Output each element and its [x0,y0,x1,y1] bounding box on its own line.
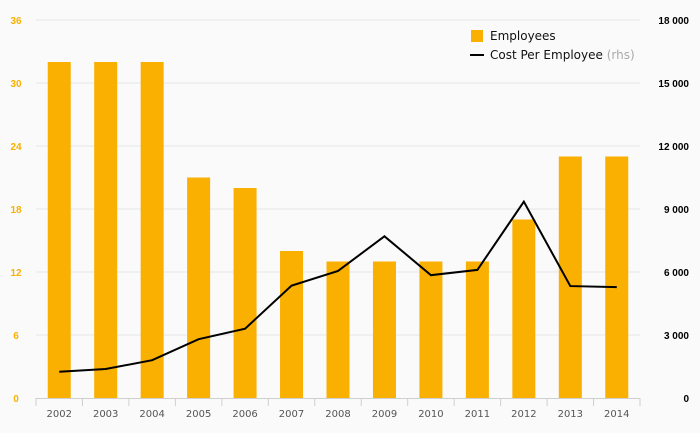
x-tick-label-2014: 2014 [604,409,629,420]
y-right-tick-label: 15 000 [658,79,689,90]
x-tick-label-2002: 2002 [47,409,72,420]
legend: Employees Cost Per Employee (rhs) [470,29,635,62]
y-right-tick-label: 3 000 [664,331,689,342]
y-left-tick-label: 12 [10,268,22,279]
line-series-cost-per-employee [59,199,617,373]
bar-2003 [94,62,118,398]
left-axis: 0 6 12 18 24 30 36 [10,16,22,405]
x-tick-label-2003: 2003 [93,409,118,420]
y-left-tick-label: 6 [13,331,19,342]
y-right-tick-label: 18 000 [658,16,689,27]
y-left-tick-label: 36 [10,16,22,27]
legend-label-cost-per-employee: Cost Per Employee (rhs) [490,48,635,62]
bar-2002 [47,62,71,398]
bar-series-employees [47,62,629,398]
x-tick-label-2009: 2009 [372,409,397,420]
y-left-tick-label: 18 [10,205,22,216]
y-right-tick-label: 12 000 [658,142,689,153]
bar-2010 [419,261,443,398]
x-tick-label-2004: 2004 [139,409,164,420]
x-tick-label-2005: 2005 [186,409,211,420]
bar-2005 [187,177,211,398]
x-tick-label-2008: 2008 [325,409,350,420]
bar-2011 [465,261,489,398]
right-axis: 0 3 000 6 000 9 000 12 000 15 000 18 000 [658,16,689,405]
x-axis: 2002 2003 2004 2005 2006 2007 2008 2009 2010 2011… [35,398,641,420]
legend-swatch-employees [471,30,483,42]
line-cost-per-employee [59,199,617,373]
legend-label-employees: Employees [490,29,556,43]
x-tick-label-2007: 2007 [279,409,304,420]
y-right-tick-label: 9 000 [664,205,689,216]
bar-2008 [326,261,350,398]
legend-label-cost-per-employee-name: Cost Per Employee [490,48,603,62]
bar-2007 [280,251,304,398]
bar-2013 [558,156,582,398]
legend-label-rhs-suffix: (rhs) [607,48,635,62]
x-tick-label-2011: 2011 [465,409,490,420]
bar-2006 [233,188,257,398]
bar-2014 [605,156,629,398]
x-tick-label-2013: 2013 [558,409,583,420]
y-right-tick-label: 6 000 [664,268,689,279]
bar-2009 [372,261,396,398]
x-tick-label-2010: 2010 [418,409,443,420]
bar-2004 [140,62,164,398]
y-left-tick-label: 24 [10,142,22,153]
bar-2012 [512,219,536,398]
x-tick-label-2012: 2012 [511,409,536,420]
x-tick-label-2006: 2006 [232,409,257,420]
y-right-tick-label: 0 [683,394,689,405]
y-left-tick-label: 30 [10,79,22,90]
gridlines [36,19,640,336]
y-left-tick-label: 0 [13,394,19,405]
